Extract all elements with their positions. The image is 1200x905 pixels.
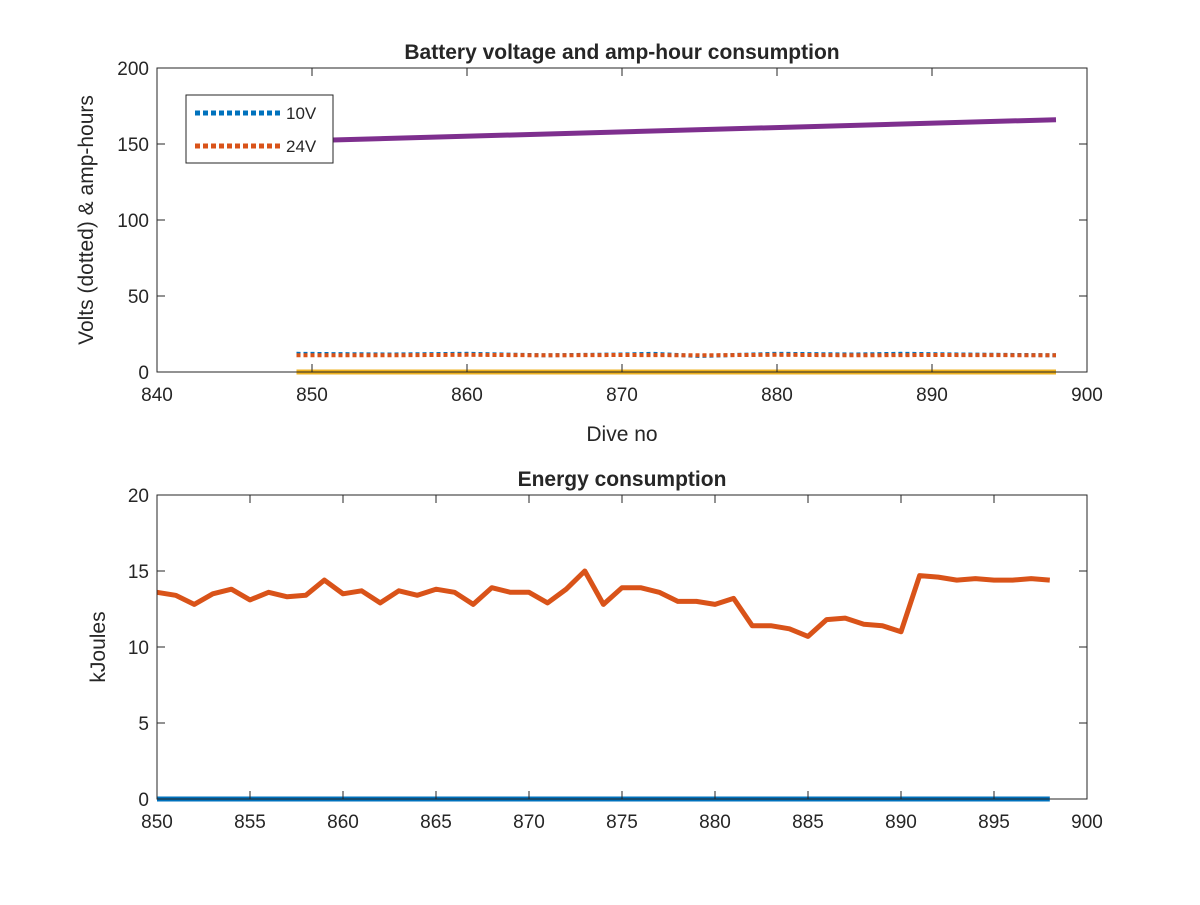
- legend-box: [185, 94, 334, 164]
- legend-label-24v: 24V: [286, 137, 317, 156]
- top-x-tick-label: 880: [761, 385, 793, 406]
- bottom-chart-title: Energy consumption: [518, 468, 727, 491]
- top-x-tick-label: 840: [141, 385, 173, 406]
- bottom-x-tick-label: 895: [978, 812, 1010, 833]
- top-y-axis-label: Volts (dotted) & amp-hours: [75, 95, 98, 345]
- bottom-x-tick-label: 900: [1071, 812, 1103, 833]
- top-y-tick-label: 150: [117, 135, 149, 156]
- bottom-y-tick-label: 10: [128, 638, 149, 659]
- bottom-y-tick-label: 0: [138, 790, 149, 811]
- top-x-tick-label: 860: [451, 385, 483, 406]
- bottom-x-tick-label: 890: [885, 812, 917, 833]
- bottom-subplot: 850 855 860 865 870 875 880 885 890 895 900 0 5 10 15 2…: [87, 468, 1103, 833]
- top-x-tick-label: 870: [606, 385, 638, 406]
- top-y-tick-label: 200: [117, 59, 149, 80]
- bottom-y-tick-label: 5: [138, 714, 149, 735]
- bottom-line-series-0: [156, 568, 1051, 639]
- bottom-y-tick-label: 15: [128, 562, 149, 583]
- top-ticks-group: 840 850 860 870 880 890 900 0 50 100 150 200: [117, 59, 1103, 406]
- legend: 10V 24V: [185, 94, 334, 164]
- top-line-24v: [296, 352, 1057, 358]
- bottom-y-tick-label: 20: [128, 486, 149, 507]
- top-y-tick-label: 0: [138, 363, 149, 384]
- bottom-x-tick-label: 860: [327, 812, 359, 833]
- bottom-x-tick-label: 870: [513, 812, 545, 833]
- top-subplot: 840 850 860 870 880 890 900 0 50 100 150 200 Batter…: [75, 41, 1103, 446]
- top-x-tick-label: 850: [296, 385, 328, 406]
- top-line-series-2: [296, 117, 1057, 144]
- bottom-x-tick-label: 850: [141, 812, 173, 833]
- bottom-ticks-group: 850 855 860 865 870 875 880 885 890 895 900 0 5 10 15 2…: [128, 486, 1103, 833]
- bottom-x-tick-label: 875: [606, 812, 638, 833]
- bottom-x-tick-label: 885: [792, 812, 824, 833]
- top-x-tick-label: 890: [916, 385, 948, 406]
- bottom-y-axis-label: kJoules: [87, 611, 110, 682]
- top-x-tick-label: 900: [1071, 385, 1103, 406]
- bottom-x-tick-label: 865: [420, 812, 452, 833]
- bottom-x-tick-label: 855: [234, 812, 266, 833]
- top-x-axis-label: Dive no: [586, 423, 657, 446]
- top-y-tick-label: 100: [117, 211, 149, 232]
- bottom-plot-area: [157, 495, 1087, 799]
- legend-label-10v: 10V: [286, 104, 317, 123]
- top-chart-title: Battery voltage and amp-hour consumption: [404, 41, 839, 64]
- top-y-tick-label: 50: [128, 287, 149, 308]
- bottom-x-tick-label: 880: [699, 812, 731, 833]
